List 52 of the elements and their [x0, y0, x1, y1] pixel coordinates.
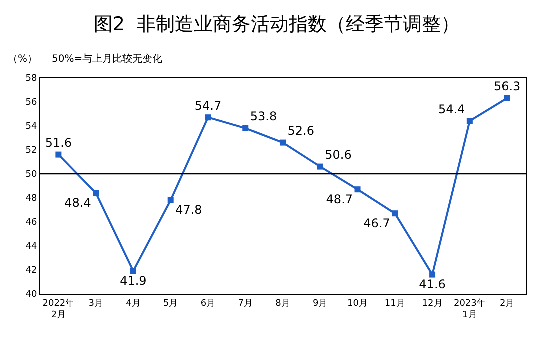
point	[280, 140, 286, 146]
data-label: 41.6	[419, 278, 446, 292]
data-label: 56.3	[494, 80, 521, 94]
point	[354, 186, 361, 193]
y-tick-label: 52	[26, 146, 38, 156]
x-tick-label: 4月	[126, 298, 141, 309]
data-label: 41.9	[120, 274, 147, 288]
y-tick-label: 54	[26, 122, 38, 132]
point	[317, 164, 324, 170]
x-tick-label: 7月	[238, 298, 253, 309]
x-tick-label: 12月	[422, 298, 443, 309]
data-label: 52.6	[288, 124, 314, 138]
point	[504, 95, 510, 102]
data-label: 51.6	[45, 136, 72, 150]
y-tick-label: 40	[26, 290, 38, 300]
data-label: 47.8	[176, 203, 202, 218]
chart-title: 图2 非制造业商务活动指数（经季节调整）	[94, 13, 460, 36]
y-tick-label: 46	[26, 218, 38, 228]
y-tick-label: 42	[26, 266, 38, 276]
y-tick-label: 48	[26, 194, 38, 204]
data-label: 46.7	[364, 216, 390, 230]
data-label: 48.7	[326, 192, 354, 206]
x-tick-label: 6月	[200, 298, 216, 309]
x-tick-label: 8月	[276, 298, 290, 309]
point	[168, 197, 174, 204]
point	[130, 268, 136, 274]
x-tick-label: 9月	[313, 298, 328, 309]
point	[242, 125, 249, 132]
text: 50%=与上月比较无变化	[52, 53, 163, 65]
point	[56, 152, 62, 158]
x-tick-label: 2月	[500, 298, 515, 309]
y-tick-label: 44	[26, 242, 38, 252]
data-label: 54.4	[438, 102, 466, 116]
x-tick-label: 3月	[88, 298, 104, 309]
data-label: 54.7	[194, 98, 222, 113]
y-tick-label: 56	[26, 98, 38, 108]
data-label: 53.8	[250, 110, 278, 124]
data-label: 48.4	[64, 196, 92, 210]
x-tick-label: 10月	[348, 298, 368, 309]
point	[205, 114, 212, 121]
point	[392, 210, 398, 217]
x-tick-label: 2023年 1月	[454, 298, 486, 320]
text: （%）	[8, 54, 38, 65]
data-label: 50.6	[325, 148, 352, 162]
x-tick-label: 11月	[384, 298, 406, 309]
x-tick-label: 2022年 2月	[42, 298, 75, 320]
point	[466, 118, 473, 124]
point	[93, 190, 100, 196]
y-tick-label: 58	[26, 74, 38, 84]
x-tick-label: 5月	[163, 298, 178, 309]
point	[430, 272, 436, 278]
y-tick-label: 50	[26, 170, 38, 180]
